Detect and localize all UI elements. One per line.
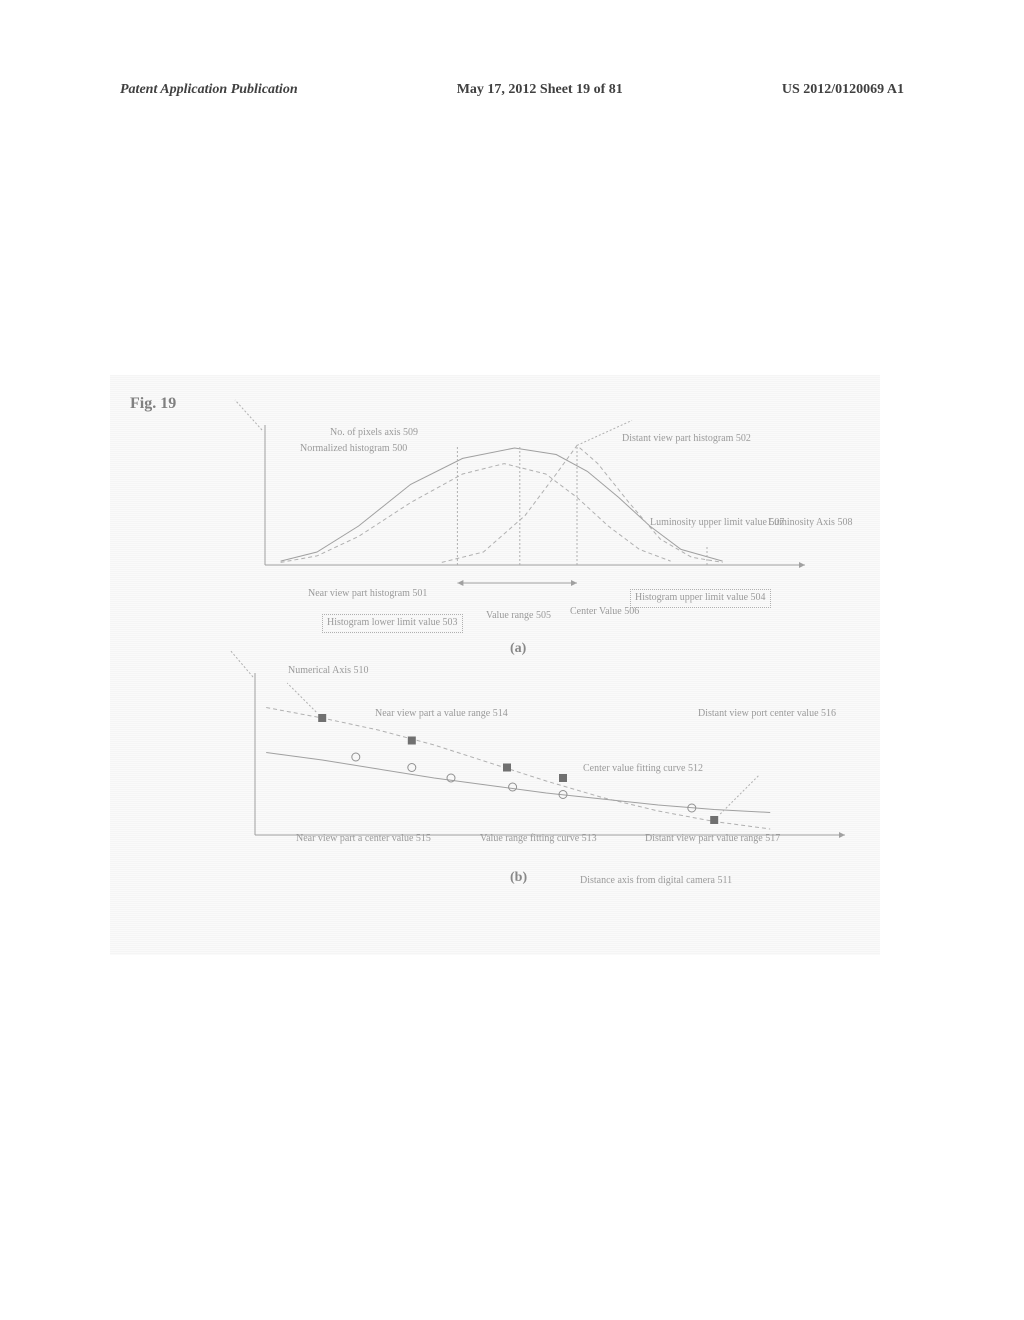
chart-b <box>230 650 845 838</box>
label-center-fitting: Center value fitting curve 512 <box>583 763 703 776</box>
label-value-range: Value range 505 <box>486 610 551 623</box>
header-center: May 17, 2012 Sheet 19 of 81 <box>457 82 623 98</box>
header-right: US 2012/0120069 A1 <box>782 82 904 98</box>
label-center-value: Center Value 506 <box>570 606 639 619</box>
label-luminosity-axis: Luminosity Axis 508 <box>768 517 852 530</box>
label-distant-hist: Distant view part histogram 502 <box>622 433 751 446</box>
label-distance-axis: Distance axis from digital camera 511 <box>580 875 732 888</box>
label-pixels-axis: No. of pixels axis 509 <box>330 427 418 440</box>
label-hist-lower: Histogram lower limit value 503 <box>322 614 463 633</box>
label-distant-center: Distant view port center value 516 <box>698 708 836 721</box>
chart-a <box>235 400 805 586</box>
label-near-hist: Near view part histogram 501 <box>308 588 427 601</box>
figure-19: Fig. 19 No. of pixels axis 509 Normalize… <box>110 375 880 955</box>
label-hist-upper: Histogram upper limit value 504 <box>630 589 771 608</box>
label-distant-value-range: Distant view part value range 517 <box>645 833 780 846</box>
label-value-fitting: Value range fitting curve 513 <box>480 833 597 846</box>
label-near-a-value: Near view part a value range 514 <box>375 708 508 721</box>
label-numerical-axis: Numerical Axis 510 <box>288 665 369 678</box>
sublabel-b: (b) <box>510 870 527 886</box>
header-left: Patent Application Publication <box>120 82 298 98</box>
sublabel-a: (a) <box>510 641 526 657</box>
label-luminosity-upper: Luminosity upper limit value 507 <box>650 517 784 530</box>
figure-svg <box>110 375 880 955</box>
label-near-a-center: Near view part a center value 515 <box>296 833 431 846</box>
label-normalized-hist: Normalized histogram 500 <box>300 443 407 456</box>
